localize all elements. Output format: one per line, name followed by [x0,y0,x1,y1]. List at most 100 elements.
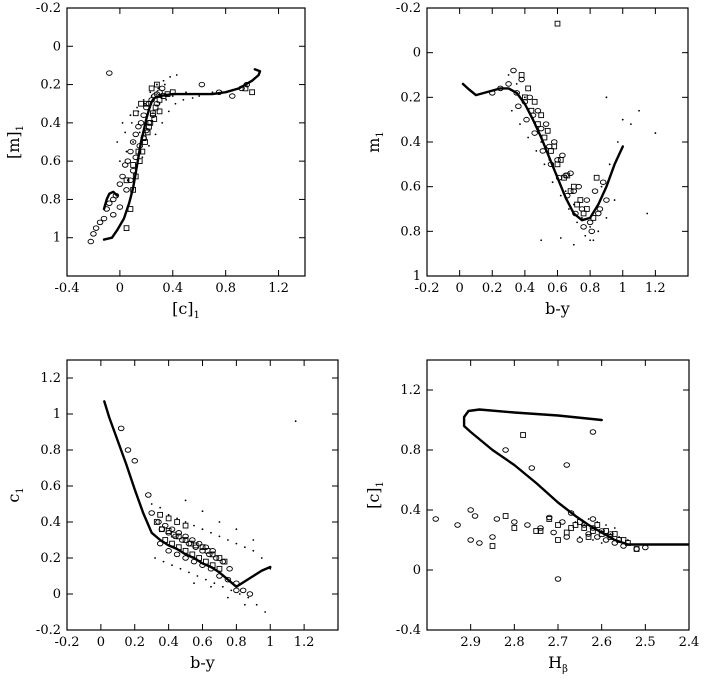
star-point-circle [124,158,132,164]
star-point-square [633,546,640,552]
star-point-circle [539,148,547,154]
plot-area [103,400,297,613]
star-point-square [580,210,587,217]
x-tick-label: 1 [619,281,627,296]
star-point-circle [550,529,557,536]
star-point-dot [576,221,578,224]
star-point-square [216,565,223,572]
y-tick-label: 0.8 [40,192,61,207]
star-point-dot [188,571,190,574]
star-point-dot [581,217,583,219]
star-point-dot [600,542,603,544]
y-tick-label: 1.2 [400,383,421,398]
star-point-square [577,197,584,203]
star-point-circle [229,93,236,99]
star-point-square [147,120,154,126]
star-point-square [544,127,551,134]
star-point-square [158,526,165,533]
plot-area [461,20,657,246]
star-point-circle [537,525,544,531]
y-tick-label: -0.2 [396,1,421,16]
star-point-dot [196,575,199,577]
star-point-dot [137,110,140,113]
star-point-circle [182,555,189,561]
star-point-circle [239,587,247,594]
star-point-circle [531,130,538,136]
star-point-dot [515,83,518,85]
star-point-square [123,225,130,231]
star-point-dot [608,163,611,166]
star-point-dot [121,121,124,124]
star-point-circle [224,576,232,583]
star-point-square [502,513,509,519]
y-tick-label: 0.4 [40,116,61,131]
star-point-square [603,528,609,534]
star-point-dot [116,141,119,143]
star-point-circle [246,591,254,597]
star-point-dot [163,83,166,86]
star-point-dot [144,102,146,105]
y-tick-label: 1 [53,407,61,422]
star-point-square [537,528,544,534]
star-point-square [590,215,597,221]
star-point-dot [167,513,170,516]
star-point-square [136,158,143,164]
star-point-dot [238,593,241,595]
star-point-dot [543,163,546,166]
star-point-dot [129,114,132,117]
star-point-circle [173,551,181,558]
star-point-circle [161,522,169,529]
star-point-square [151,116,158,122]
star-point-circle [589,516,597,522]
star-point-circle [148,510,155,516]
x-tick-label: 2.9 [460,635,481,650]
star-point-circle [554,576,562,582]
star-point-circle [119,173,126,180]
star-point-dot [136,106,138,109]
star-point-circle [233,580,240,586]
x-tick-label: 0.8 [226,635,247,650]
star-point-circle [215,89,223,95]
star-point-circle [132,154,140,161]
star-point-dot [141,156,144,159]
star-point-dot [592,527,594,529]
star-point-square [520,432,526,438]
y-axis-label: [m]1 [4,125,26,159]
star-point-circle [591,188,599,194]
x-tick-label: -0.2 [54,635,79,650]
star-point-circle [199,562,206,568]
star-point-square [209,551,216,558]
star-point-dot [559,194,562,197]
star-point-circle [489,90,496,96]
star-point-dot [243,546,246,549]
star-point-dot [556,174,559,177]
star-point-dot [213,582,216,585]
star-point-square [123,177,130,184]
star-point-circle [580,522,588,528]
star-point-circle [432,516,439,522]
x-tick-label: 2.6 [591,635,612,650]
star-point-square [156,97,163,103]
star-point-circle [238,85,245,92]
star-point-circle [106,200,113,207]
star-point-circle [528,465,536,471]
star-point-dot [167,110,170,113]
star-point-dot [165,98,168,101]
star-point-dot [198,95,201,97]
star-point-dot [613,199,616,201]
star-point-circle [534,107,542,114]
star-point-dot [638,109,640,112]
star-point-square [555,522,561,528]
star-point-dot [201,528,204,531]
y-tick-label: 0.8 [400,443,421,458]
star-point-dot [559,237,562,239]
star-point-circle [510,67,517,74]
x-tick-label: 1.2 [645,281,666,296]
star-point-dot [605,96,608,99]
star-point-square [174,519,180,525]
star-point-square [140,135,147,142]
star-point-dot [184,499,187,502]
star-point-circle [493,516,501,522]
star-point-dot [218,535,221,538]
